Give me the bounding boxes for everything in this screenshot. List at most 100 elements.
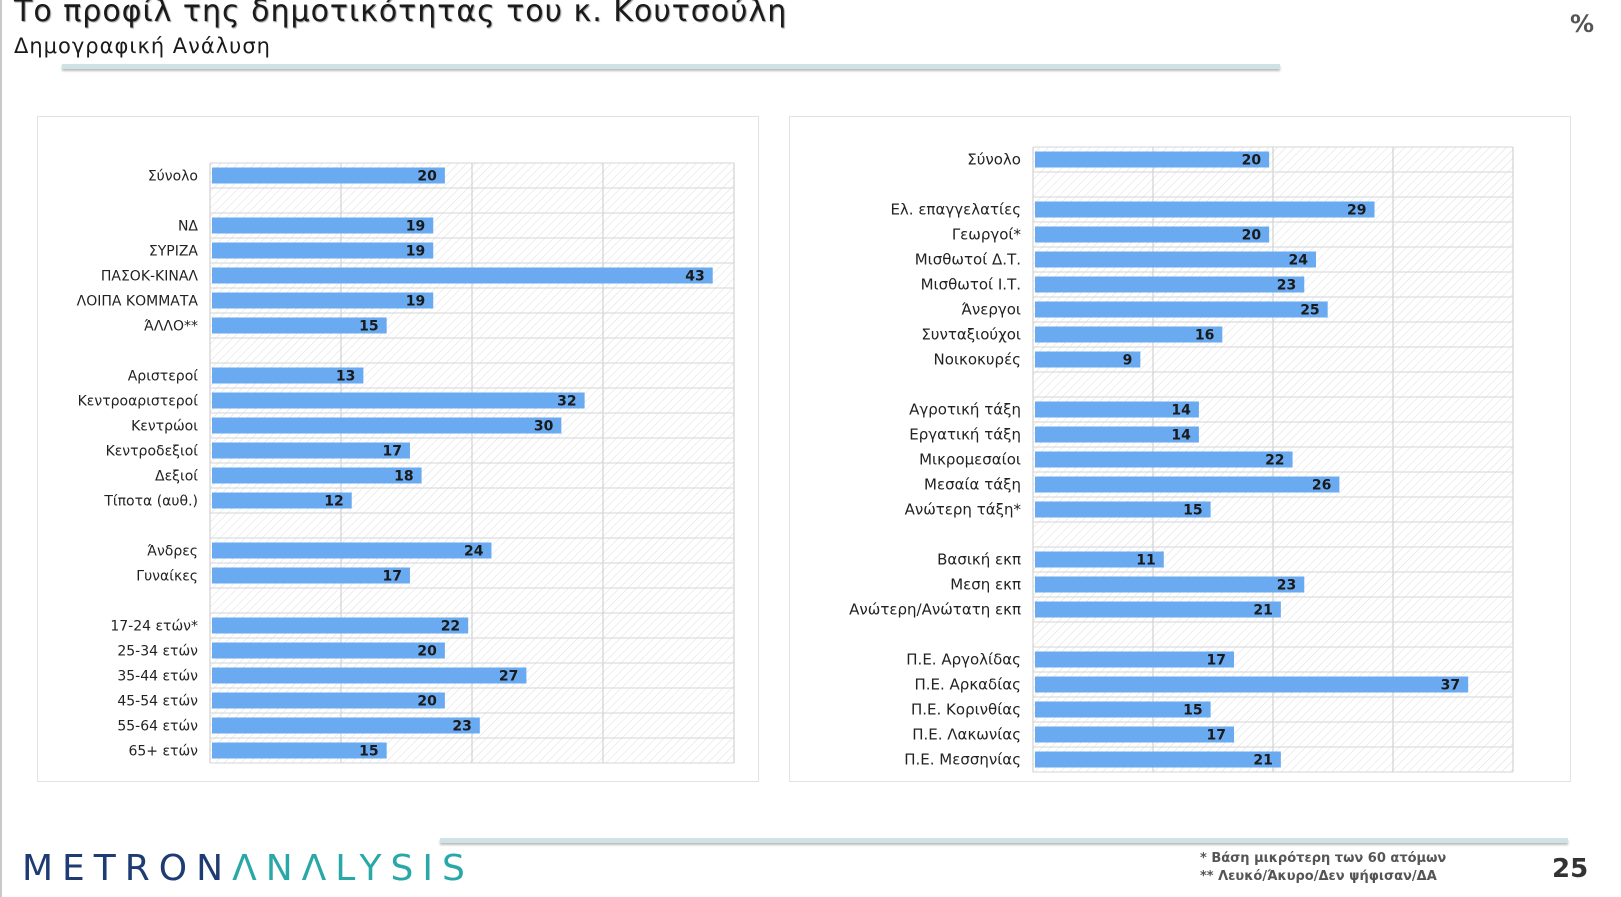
page-subtitle: Δημογραφική Ανάλυση xyxy=(14,34,271,58)
data-label: 25 xyxy=(1300,303,1319,319)
bar-chart-left: Σύνολο 20 ΝΔ 19 ΣΥΡΙΖΑ 19 ΠΑΣΟΚ-ΚΙΝΑΛ 43 ΛΟΙΠΑ Κ… xyxy=(77,162,735,764)
data-label: 32 xyxy=(557,394,576,410)
bar xyxy=(212,467,422,484)
data-label: 20 xyxy=(417,694,437,710)
bar xyxy=(1035,451,1293,468)
category-label: Π.Ε. Μεσσηνίας xyxy=(904,751,1021,769)
bar xyxy=(212,317,387,334)
bar xyxy=(212,292,434,309)
category-label: Γυναίκες xyxy=(136,569,198,585)
footer-divider xyxy=(440,838,1568,843)
category-label: ΣΥΡΙΖΑ xyxy=(149,244,199,260)
category-label: Π.Ε. Κορινθίας xyxy=(911,701,1021,719)
category-label: 25-34 ετών xyxy=(117,644,198,660)
data-label: 13 xyxy=(336,369,355,385)
data-label: 17 xyxy=(382,569,401,585)
data-label: 20 xyxy=(417,644,437,660)
bar xyxy=(212,617,469,634)
data-label: 14 xyxy=(1171,428,1191,444)
category-label: Βασική εκπ xyxy=(937,551,1021,569)
footnote-1: * Βάση μικρότερη των 60 ατόμων xyxy=(1200,851,1447,866)
category-label: Μισθωτοί Ι.Τ. xyxy=(921,276,1021,294)
data-label: 43 xyxy=(685,269,704,285)
category-label: Π.Ε. Λακωνίας xyxy=(912,726,1021,744)
category-label: Μικρομεσαίοι xyxy=(919,451,1021,469)
chart-panel-right: Σύνολο 20 Ελ. επαγγελατίες 29 Γεωργοί* 20 Μισθ… xyxy=(789,116,1571,782)
bar xyxy=(1035,726,1235,743)
data-label: 15 xyxy=(1183,703,1202,719)
bar xyxy=(212,442,410,459)
data-label: 26 xyxy=(1312,478,1331,494)
page-title: Το προφίλ της δημοτικότητας του κ. Κουτσ… xyxy=(14,0,788,29)
category-label: Αριστεροί xyxy=(128,369,199,385)
bar xyxy=(212,392,585,409)
left-border xyxy=(0,0,2,897)
data-label: 17 xyxy=(382,444,401,460)
data-label: 17 xyxy=(1207,653,1226,669)
bar xyxy=(1035,601,1281,618)
data-label: 14 xyxy=(1171,403,1191,419)
data-label: 19 xyxy=(406,219,425,235)
unit-label: % xyxy=(1570,10,1595,38)
data-label: 20 xyxy=(417,169,437,185)
data-label: 15 xyxy=(359,744,378,760)
category-label: Συνταξιούχοι xyxy=(921,326,1021,344)
metron-analysis-logo: METRONΛNΛLYSIS xyxy=(22,848,474,889)
bar xyxy=(1035,676,1469,693)
bar xyxy=(1035,426,1199,443)
bar xyxy=(212,692,445,709)
data-label: 17 xyxy=(1207,728,1226,744)
data-label: 21 xyxy=(1253,753,1272,769)
category-label: ΠΑΣΟΚ-ΚΙΝΑΛ xyxy=(101,269,199,285)
bar xyxy=(212,217,434,234)
category-label: Γεωργοί* xyxy=(952,226,1022,244)
bar xyxy=(1035,401,1199,418)
data-label: 22 xyxy=(1265,453,1284,469)
category-label: 65+ ετών xyxy=(128,744,198,760)
bar xyxy=(212,267,713,284)
category-label: Νοικοκυρές xyxy=(934,351,1021,369)
category-label: Σύνολο xyxy=(148,169,198,185)
bar xyxy=(1035,201,1375,218)
category-label: Ανώτερη τάξη* xyxy=(905,501,1022,519)
data-label: 21 xyxy=(1253,603,1272,619)
page-number: 25 xyxy=(1552,854,1589,884)
bar xyxy=(1035,576,1305,593)
data-label: 12 xyxy=(324,494,343,510)
category-label: Κεντροδεξιοί xyxy=(106,444,199,460)
category-label: 45-54 ετών xyxy=(117,694,198,710)
bar xyxy=(212,717,480,734)
bar xyxy=(212,417,562,434)
category-label: Εργατική τάξη xyxy=(909,426,1021,444)
bar xyxy=(1035,151,1270,168)
category-label: Άνδρες xyxy=(147,544,198,560)
bar xyxy=(212,542,492,559)
bar xyxy=(212,742,387,759)
category-label: 35-44 ετών xyxy=(117,669,198,685)
data-label: 24 xyxy=(1288,253,1308,269)
category-label: Τίποτα (αυθ.) xyxy=(103,494,198,510)
data-label: 23 xyxy=(1277,578,1296,594)
data-label: 9 xyxy=(1123,353,1133,369)
data-label: 20 xyxy=(1242,228,1262,244)
category-label: Άνεργοι xyxy=(961,301,1021,319)
bar xyxy=(212,167,445,184)
data-label: 15 xyxy=(1183,503,1202,519)
category-label: Μισθωτοί Δ.Τ. xyxy=(915,251,1021,269)
footnotes: * Βάση μικρότερη των 60 ατόμων ** Λευκό/… xyxy=(1200,850,1446,886)
bar xyxy=(212,567,410,584)
bar xyxy=(1035,476,1340,493)
bar xyxy=(1035,701,1211,718)
data-label: 11 xyxy=(1136,553,1155,569)
bar xyxy=(212,242,434,259)
chart-panel-left: Σύνολο 20 ΝΔ 19 ΣΥΡΙΖΑ 19 ΠΑΣΟΚ-ΚΙΝΑΛ 43 ΛΟΙΠΑ Κ… xyxy=(37,116,759,782)
data-label: 16 xyxy=(1195,328,1214,344)
category-label: ΆΛΛΟ** xyxy=(144,319,198,335)
category-label: Π.Ε. Αρκαδίας xyxy=(914,676,1021,694)
bar xyxy=(1035,351,1141,368)
logo-part-2: ΛNΛLYSIS xyxy=(232,848,474,889)
data-label: 27 xyxy=(499,669,518,685)
data-label: 29 xyxy=(1347,203,1366,219)
category-label: Κεντρώοι xyxy=(131,419,198,435)
category-label: Σύνολο xyxy=(967,151,1021,169)
